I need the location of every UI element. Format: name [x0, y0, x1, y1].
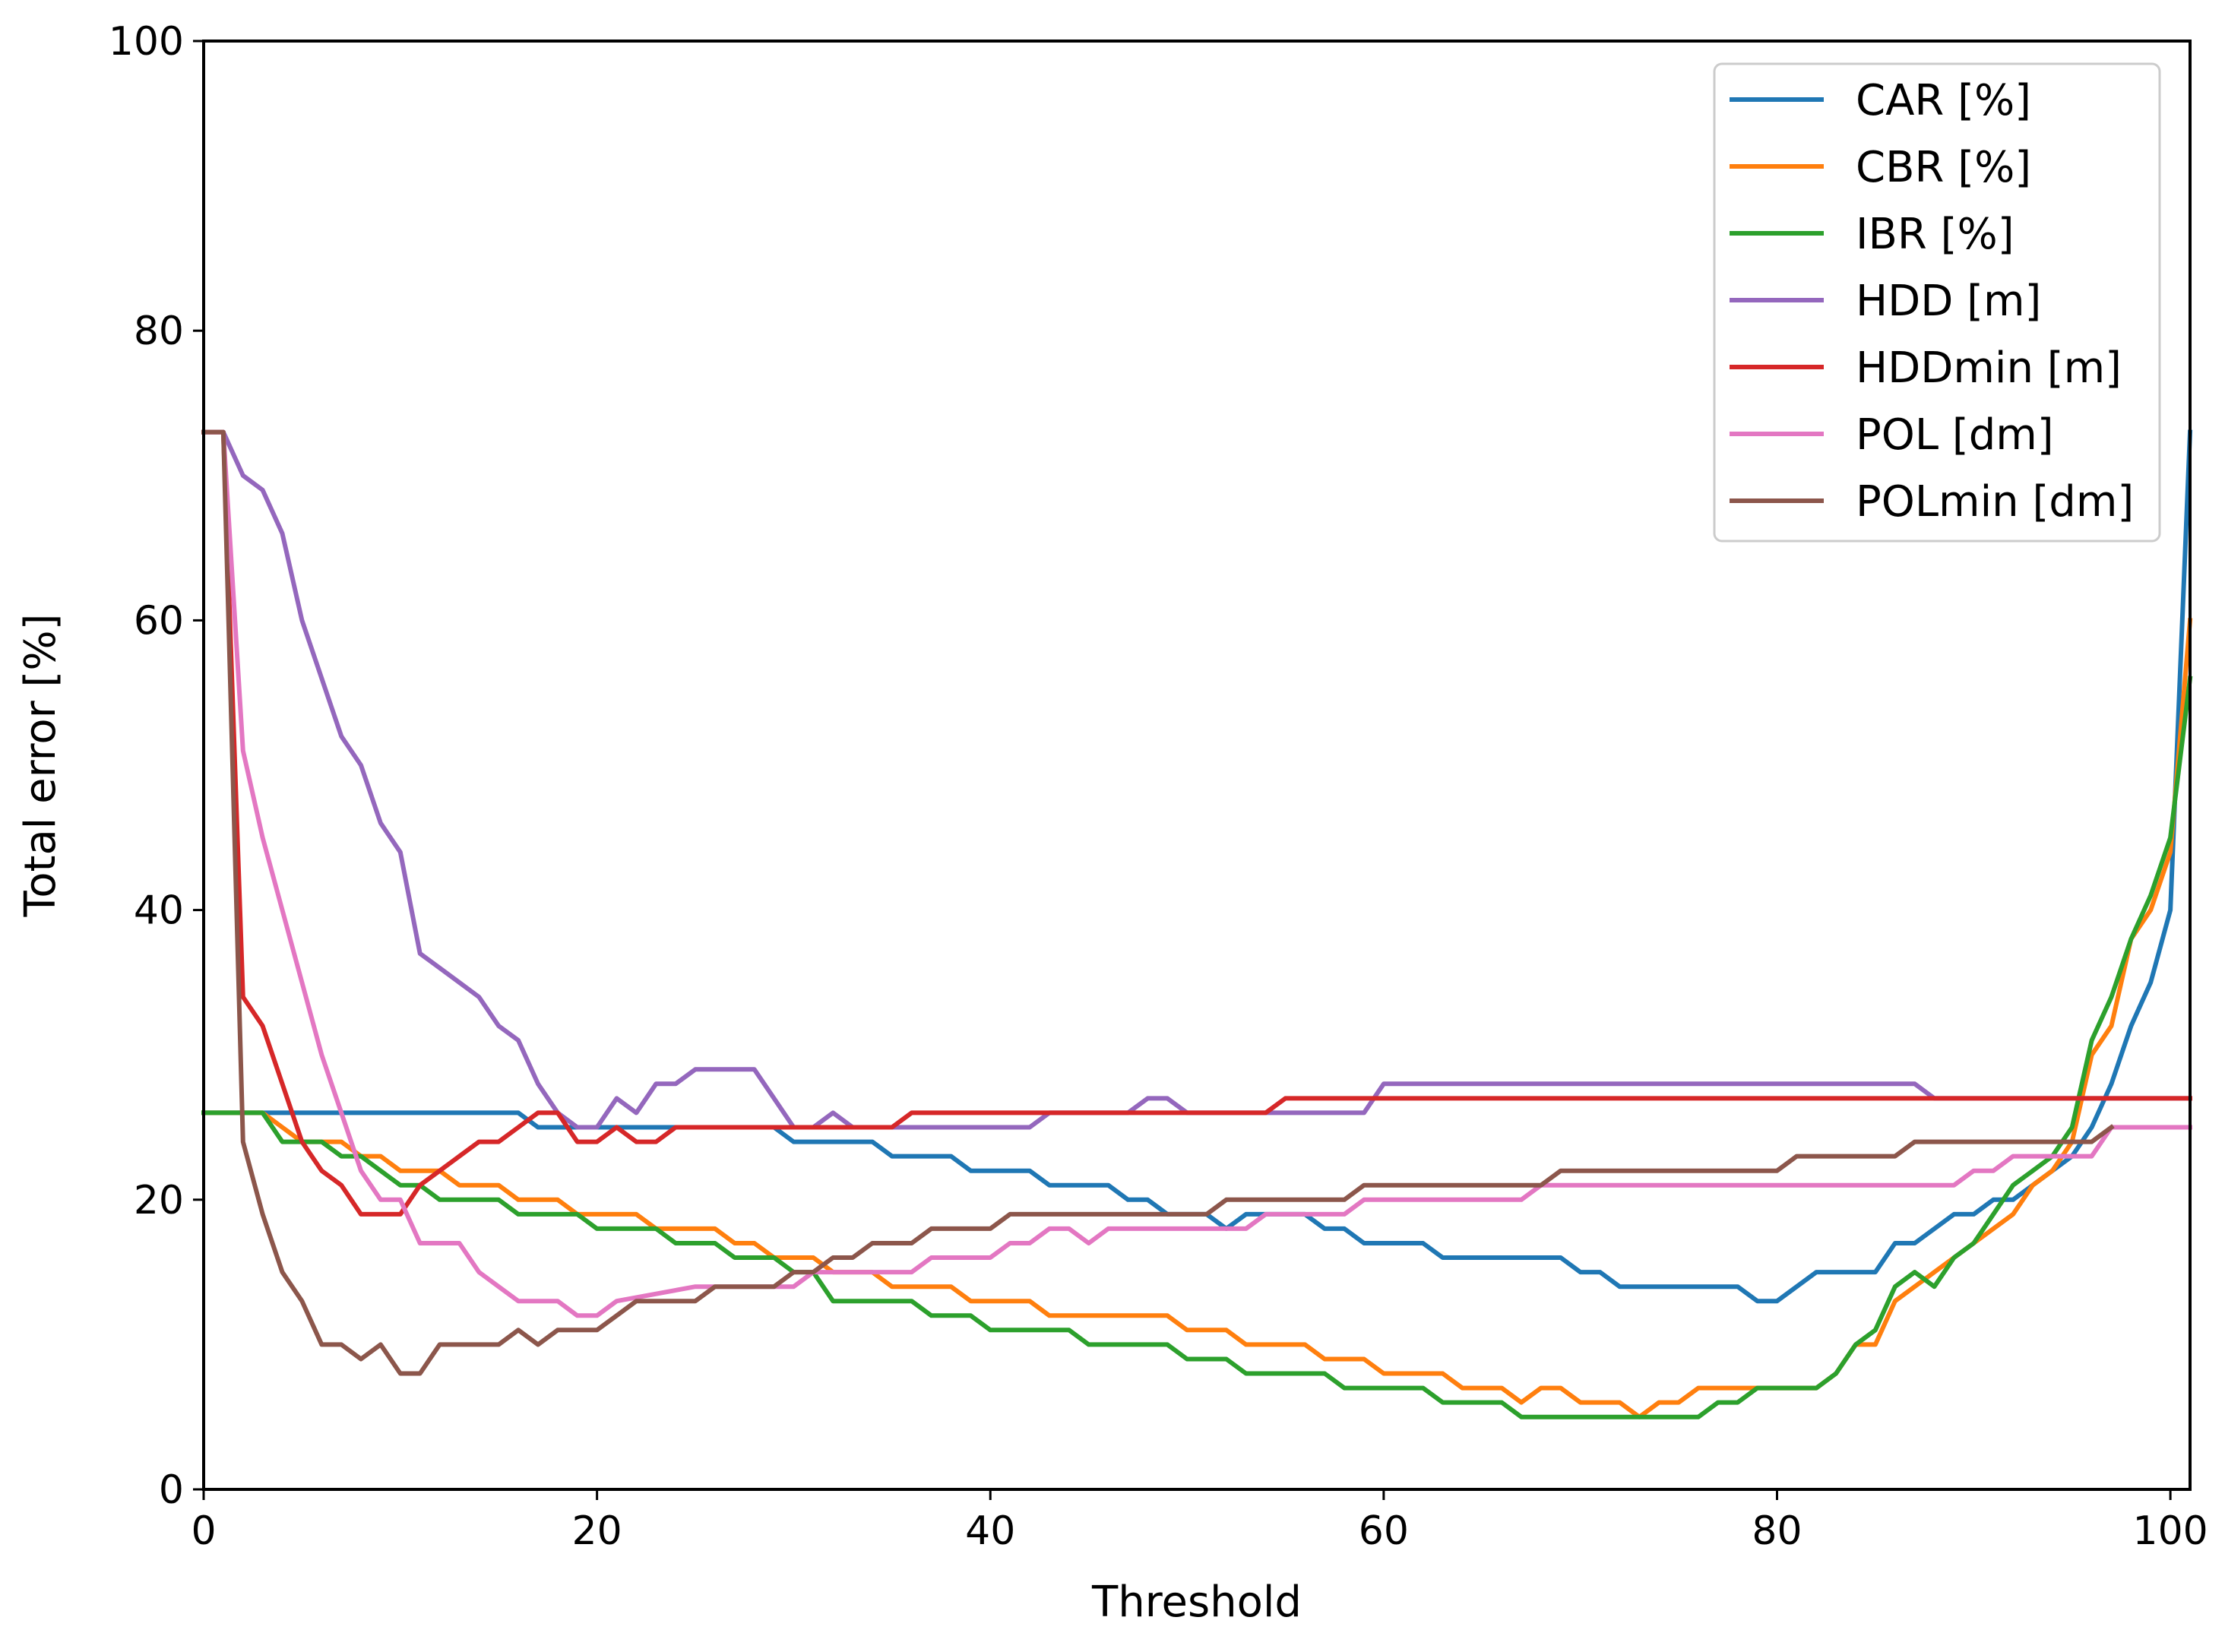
plot-frame — [202, 40, 2192, 1491]
series-layer — [201, 429, 2193, 1419]
y-axis-label: Total error [%] — [16, 614, 65, 918]
x-tick-label: 0 — [191, 1508, 216, 1554]
series-line-5 — [201, 429, 2192, 1318]
y-tick-label: 80 — [134, 309, 184, 354]
legend-items: CAR [%] CBR [%] IBR [%] HDD [m] HDDmin [m] PO… — [1730, 76, 2134, 527]
x-tick-label: 80 — [1752, 1508, 1802, 1554]
series-line-6 — [201, 429, 2115, 1376]
legend-label-3: HDD [m] — [1856, 277, 2041, 326]
legend-label-0: CAR [%] — [1856, 76, 2031, 125]
series-line-3 — [201, 429, 2192, 1130]
y-tick-label: 20 — [134, 1178, 184, 1223]
y-tick-label: 60 — [134, 598, 184, 644]
axis-ticks: 0 20 40 60 80 100 0 20 40 60 80 100 — [109, 19, 2208, 1554]
y-tick-label: 40 — [134, 888, 184, 934]
x-axis-label: Threshold — [1091, 1578, 1302, 1627]
x-tick-label: 40 — [965, 1508, 1015, 1554]
y-tick-label: 100 — [109, 19, 184, 65]
legend: CAR [%] CBR [%] IBR [%] HDD [m] HDDmin [m] PO… — [1713, 62, 2161, 543]
x-tick-label: 100 — [2132, 1508, 2208, 1554]
legend-label-5: POL [dm] — [1856, 410, 2054, 460]
x-tick-label: 20 — [572, 1508, 622, 1554]
series-line-0 — [201, 429, 2193, 1304]
legend-label-4: HDDmin [m] — [1856, 343, 2122, 393]
legend-box — [1713, 62, 2161, 543]
series-line-4 — [201, 429, 2192, 1217]
legend-label-6: POLmin [dm] — [1856, 477, 2134, 527]
y-tick-label: 0 — [159, 1467, 184, 1513]
x-tick-label: 60 — [1359, 1508, 1409, 1554]
series-line-2 — [201, 676, 2193, 1419]
legend-label-2: IBR [%] — [1856, 210, 2015, 259]
legend-label-1: CBR [%] — [1856, 143, 2031, 192]
